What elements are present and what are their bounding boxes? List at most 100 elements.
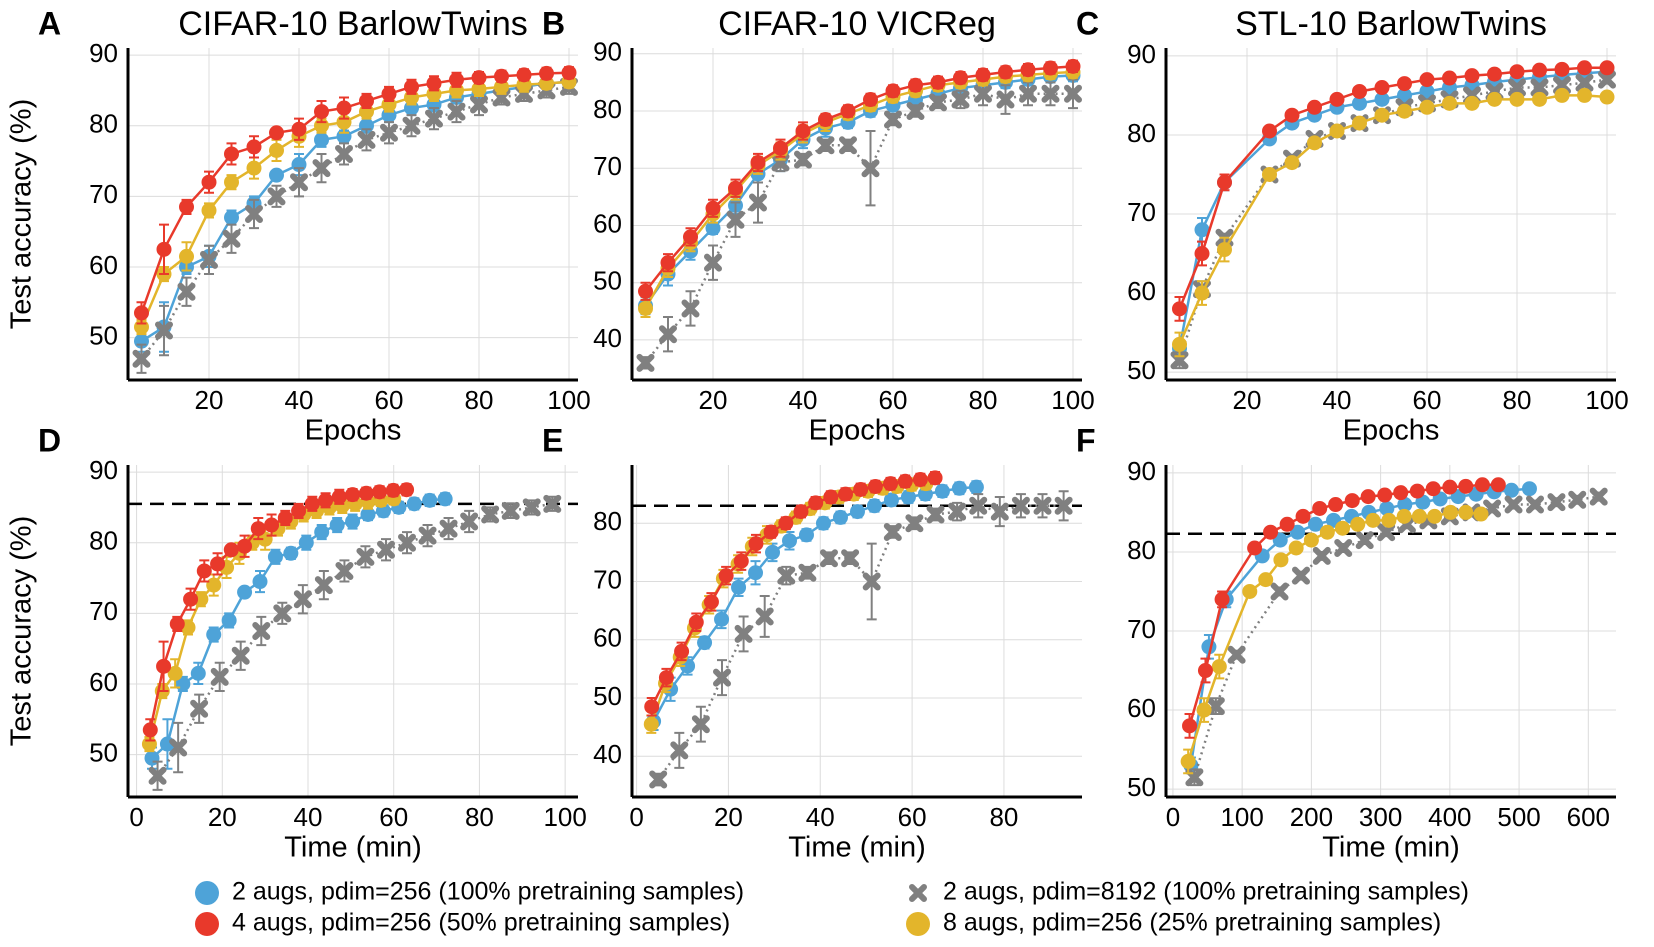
marker: [998, 64, 1013, 80]
marker: [683, 229, 698, 245]
x-tick-label: 600: [1567, 802, 1610, 832]
x-tick-label: 60: [1413, 385, 1442, 415]
x-tick-label: 200: [1290, 802, 1333, 832]
y-tick-label: 50: [593, 681, 622, 711]
marker: [1020, 62, 1036, 78]
marker: [398, 533, 416, 552]
x-tick-label: 40: [294, 802, 323, 832]
marker: [269, 125, 284, 141]
marker: [1352, 115, 1367, 131]
marker: [314, 132, 329, 148]
marker: [425, 109, 443, 128]
x-tick-label: 40: [285, 385, 314, 415]
marker: [734, 624, 753, 643]
y-tick-label: 90: [89, 38, 118, 68]
marker: [713, 668, 731, 687]
marker: [231, 646, 250, 665]
marker: [360, 506, 376, 522]
marker: [909, 884, 927, 902]
marker: [897, 473, 913, 489]
marker: [1344, 493, 1360, 509]
x-tick-label: 80: [989, 802, 1018, 832]
x-tick-label: 20: [1233, 385, 1262, 415]
marker: [190, 699, 209, 718]
marker: [1273, 552, 1289, 568]
marker: [1334, 539, 1353, 557]
marker: [380, 123, 398, 142]
marker: [681, 299, 700, 318]
marker: [291, 121, 307, 137]
marker: [638, 283, 653, 299]
y-tick-label: 60: [89, 667, 118, 697]
marker: [951, 90, 970, 109]
marker: [298, 535, 314, 551]
marker: [516, 67, 532, 83]
marker: [1464, 68, 1480, 84]
marker: [885, 83, 901, 99]
marker: [1393, 485, 1409, 501]
marker: [381, 86, 397, 102]
marker: [290, 173, 308, 192]
y-tick-label: 40: [593, 739, 622, 769]
marker: [867, 479, 883, 495]
marker: [336, 100, 352, 116]
marker: [222, 229, 241, 248]
marker: [1194, 246, 1210, 262]
y-tick-label: 70: [89, 179, 118, 209]
x-tick-label: 100: [1051, 385, 1094, 415]
marker: [906, 101, 925, 120]
marker: [426, 75, 442, 91]
marker: [749, 193, 767, 212]
marker: [1196, 702, 1212, 718]
y-tick-label: 90: [593, 37, 622, 67]
marker: [404, 79, 419, 95]
marker: [658, 670, 674, 686]
marker: [329, 517, 345, 533]
marker: [750, 154, 766, 170]
marker: [1295, 508, 1311, 524]
marker: [1194, 285, 1210, 301]
series-line: [657, 504, 1064, 781]
marker: [718, 568, 734, 584]
marker: [1554, 87, 1570, 103]
marker: [277, 510, 293, 526]
marker: [1487, 91, 1502, 107]
marker: [471, 81, 487, 97]
marker: [335, 561, 354, 580]
marker: [927, 470, 943, 486]
y-tick-label: 80: [1127, 118, 1156, 148]
marker: [1043, 60, 1058, 76]
marker: [372, 484, 388, 500]
marker: [688, 614, 704, 630]
marker: [636, 353, 655, 372]
marker: [644, 699, 660, 715]
marker: [156, 241, 172, 257]
panel-letter: E: [542, 422, 563, 458]
y-tick-label: 50: [1127, 772, 1156, 802]
marker: [250, 521, 266, 537]
y-tick-label: 60: [1127, 276, 1156, 306]
marker: [1319, 524, 1335, 540]
marker: [1377, 487, 1393, 503]
marker: [331, 489, 347, 505]
marker: [778, 515, 794, 531]
marker: [1065, 58, 1081, 74]
marker: [359, 93, 374, 109]
marker: [422, 492, 438, 508]
marker: [1377, 523, 1396, 542]
legend-label: 4 augs, pdim=256 (50% pretraining sample…: [232, 909, 730, 937]
marker: [1509, 91, 1525, 107]
marker: [460, 512, 479, 531]
marker: [1329, 91, 1345, 107]
panel-title: STL-10 BarlowTwins: [1235, 5, 1547, 43]
marker: [996, 90, 1015, 109]
marker: [1011, 496, 1030, 515]
marker: [1054, 496, 1073, 515]
marker: [1019, 84, 1037, 103]
x-tick-label: 20: [195, 385, 224, 415]
marker: [273, 604, 292, 623]
marker: [1217, 242, 1232, 258]
x-axis-label: Time (min): [1322, 832, 1459, 864]
marker: [156, 658, 172, 674]
marker: [900, 489, 916, 505]
